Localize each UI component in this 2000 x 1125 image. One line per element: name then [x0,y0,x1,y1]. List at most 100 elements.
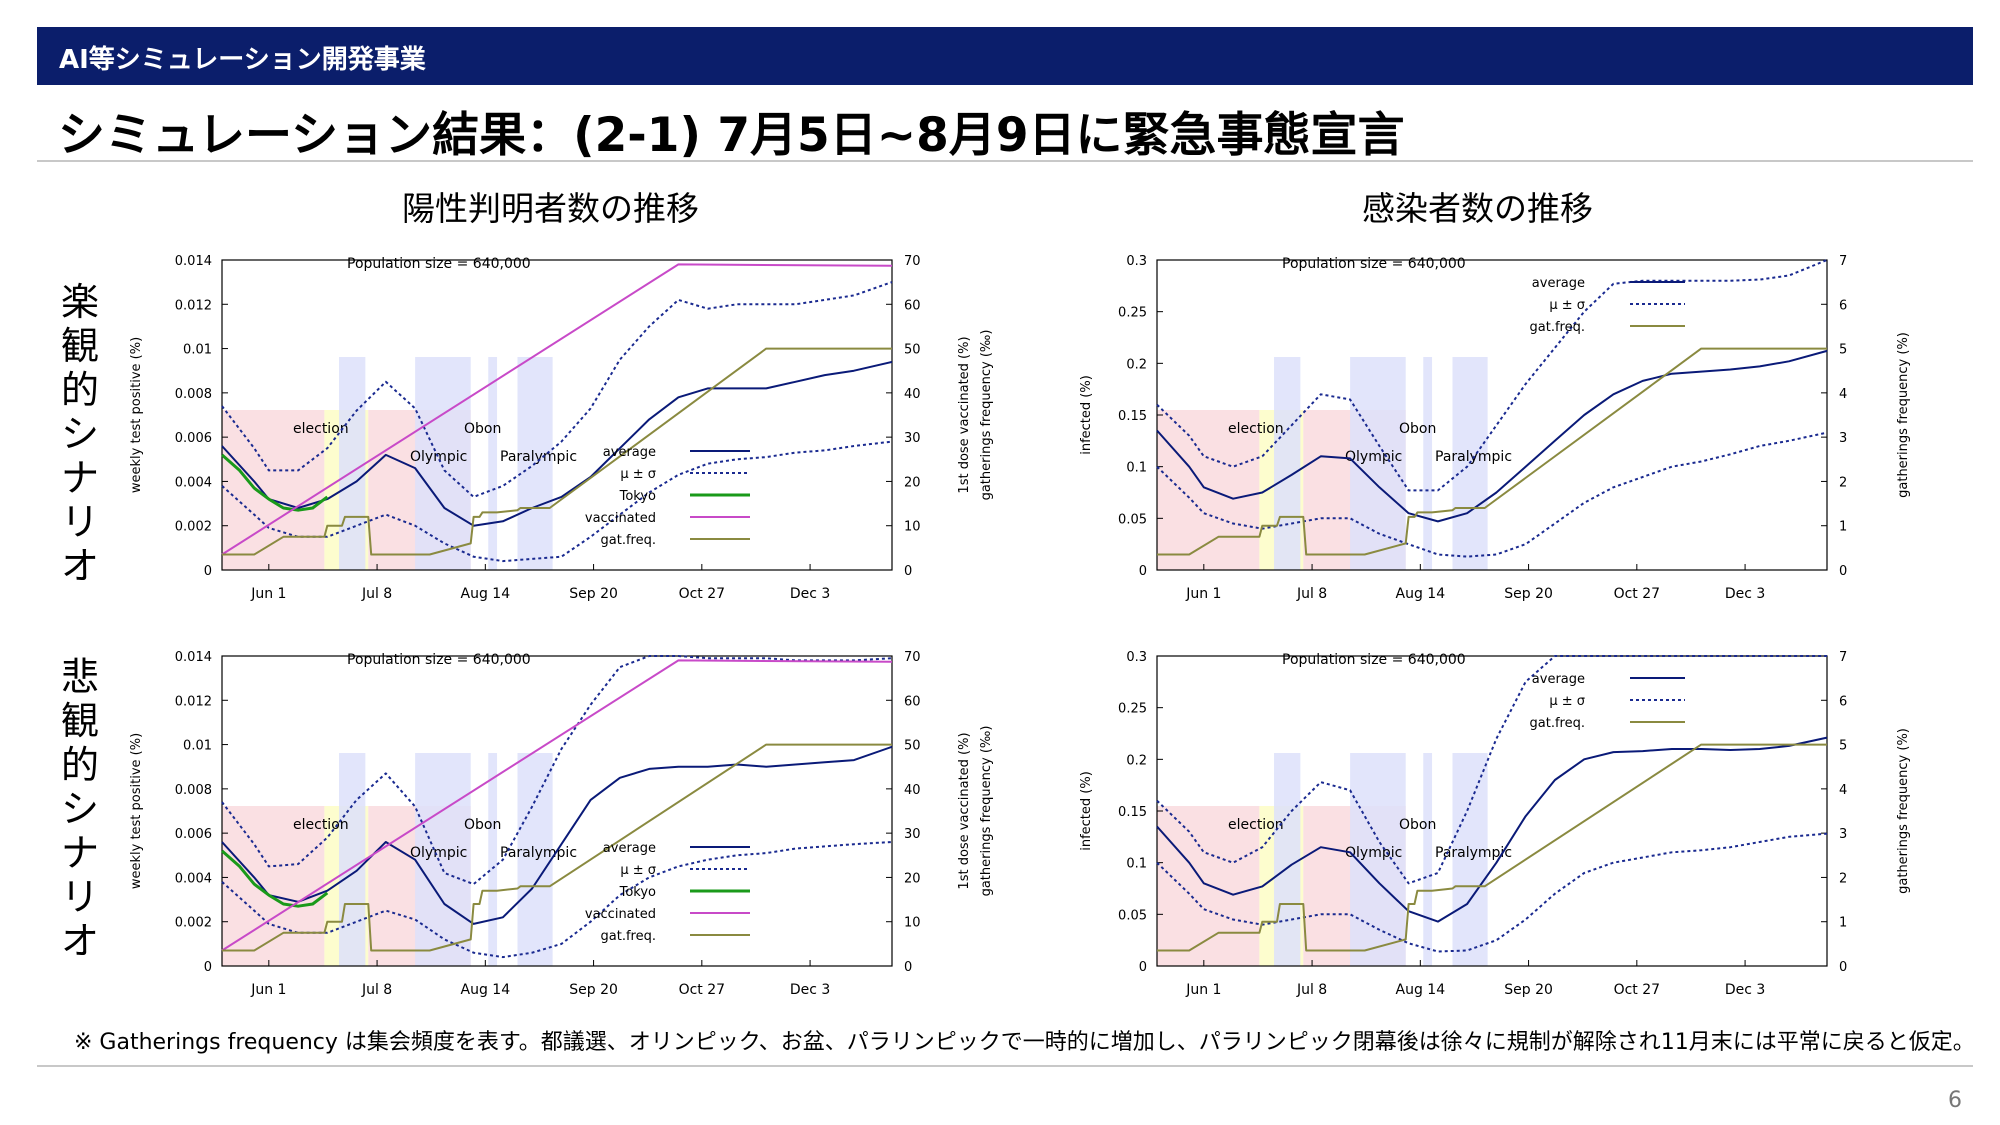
shaded-period-blue [415,357,471,570]
y-tick-label: 0.1 [1126,857,1147,872]
y-tick-label: 0.006 [175,431,212,446]
footnote: ※ Gatherings frequency は集会頻度を表す。都議選、オリンピ… [74,1030,1975,1055]
shaded-period-blue [415,753,471,966]
y2-tick-label: 10 [904,520,921,535]
column-title-positive: 陽性判明者数の推移 [402,189,699,228]
y2-tick-label: 40 [904,783,921,798]
x-tick-label: Oct 27 [679,982,725,998]
period-label: Olympic [410,449,467,465]
series-line- [221,440,893,563]
legend-label: average [1532,276,1585,291]
y2-tick-label: 60 [904,298,921,313]
period-label: election [293,817,349,833]
y-tick-label: 0.012 [175,298,212,313]
y2-tick-label: 2 [1839,475,1847,490]
y2-tick-label: 30 [904,827,921,842]
x-tick-label: Dec 3 [790,586,830,602]
period-label: Paralympic [500,449,577,465]
chart-svg: 0 0.002 0.004 0.006 0.008 0.01 0.012 0.014 0 10 20… [129,650,994,998]
period-label: Paralympic [500,845,577,861]
section-header-bar: AI等シミュレーション開発事業 [37,27,1973,85]
y-axis-label: infected (%) [1079,771,1094,851]
period-label: Olympic [1345,845,1402,861]
chart-svg: 0 0.002 0.004 0.006 0.008 0.01 0.012 0.014 0 10 20… [129,254,994,602]
y2-tick-label: 0 [904,960,912,975]
y2-tick-label: 0 [1839,564,1847,579]
y-tick-label: 0.15 [1118,409,1147,424]
y2-tick-label: 50 [904,343,921,358]
x-tick-label: Dec 3 [790,982,830,998]
y2-tick-label: 50 [904,739,921,754]
legend-label: gat.freq. [1530,716,1585,731]
shaded-period-blue [1423,753,1433,966]
period-label: Olympic [410,845,467,861]
page-title: シミュレーション結果：(2-1) 7月5日~8月9日に緊急事態宣言 [58,108,1405,163]
period-label: Olympic [1345,449,1402,465]
series-line-average [1156,349,1828,523]
y2-tick-label: 70 [904,254,921,269]
y-tick-label: 0.25 [1118,702,1147,717]
period-label: Obon [1399,817,1436,833]
series-line-average [1156,736,1828,923]
plot-frame [221,655,893,967]
shaded-period-blue [1452,753,1488,966]
series-line- [221,281,893,498]
legend-label: vaccinated [585,907,656,922]
y-axis-label: weekly test positive (%) [129,733,144,889]
chart-positive-optimistic: 0 0.002 0.004 0.006 0.008 0.01 0.012 0.014 0 10 20… [110,240,1020,610]
series-line-average [221,745,893,925]
series-line-tokyo [221,849,329,908]
y2-tick-label: 20 [904,871,921,886]
period-label: election [1228,817,1284,833]
y2-tick-label: 1 [1839,520,1847,535]
population-annotation: Population size = 640,000 [347,652,531,668]
x-tick-label: Oct 27 [1614,982,1660,998]
shaded-period-blue [517,753,553,966]
plot-frame [221,259,893,571]
x-tick-label: Jun 1 [250,982,286,998]
shaded-period-blue [1423,357,1433,570]
x-tick-label: Dec 3 [1725,586,1765,602]
x-tick-label: Aug 14 [1396,586,1446,602]
x-tick-label: Jul 8 [1296,982,1327,998]
shaded-period-blue [339,753,366,966]
y2-tick-label: 7 [1839,650,1847,665]
y2-tick-label: 1 [1839,916,1847,931]
y2-axis-label: gatherings frequency (%) [1896,332,1911,498]
y-tick-label: 0 [204,960,212,975]
row-label-pessimistic: 悲観的シナリオ [60,655,99,963]
y-tick-label: 0.2 [1126,357,1147,372]
x-tick-label: Jul 8 [1296,586,1327,602]
period-label: Paralympic [1435,845,1512,861]
period-label: election [1228,421,1284,437]
shaded-period-blue [1350,357,1406,570]
y2-tick-label: 0 [904,564,912,579]
y2-axis-label: gatherings frequency (%) [1896,728,1911,894]
y-tick-label: 0.002 [175,520,212,535]
series-line-tokyo [221,453,329,512]
x-tick-label: Sep 20 [1504,586,1553,602]
section-label: AI等シミュレーション開発事業 [59,45,426,75]
legend-label: gat.freq. [601,533,656,548]
y2-tick-label: 0 [1839,960,1847,975]
legend-label: average [603,841,656,856]
y-axis-label: weekly test positive (%) [129,337,144,493]
title-divider [37,160,1973,162]
series-line- [1156,832,1828,953]
series-line- [1156,431,1828,558]
legend-label: μ ± σ [620,467,656,482]
y-tick-label: 0.012 [175,694,212,709]
y2-tick-label: 6 [1839,298,1847,313]
y2-tick-label: 3 [1839,431,1847,446]
y-tick-label: 0.002 [175,916,212,931]
y2-axis-label: gatherings frequency (‰) [979,726,994,897]
y2-tick-label: 60 [904,694,921,709]
shaded-period-blue [488,753,498,966]
series-line-gatfreq [222,347,892,556]
x-tick-label: Jun 1 [1185,586,1221,602]
y-tick-label: 0.004 [175,475,212,490]
y2-tick-label: 30 [904,431,921,446]
x-tick-label: Aug 14 [461,982,511,998]
y2-tick-label: 4 [1839,387,1847,402]
x-tick-label: Jun 1 [250,586,286,602]
